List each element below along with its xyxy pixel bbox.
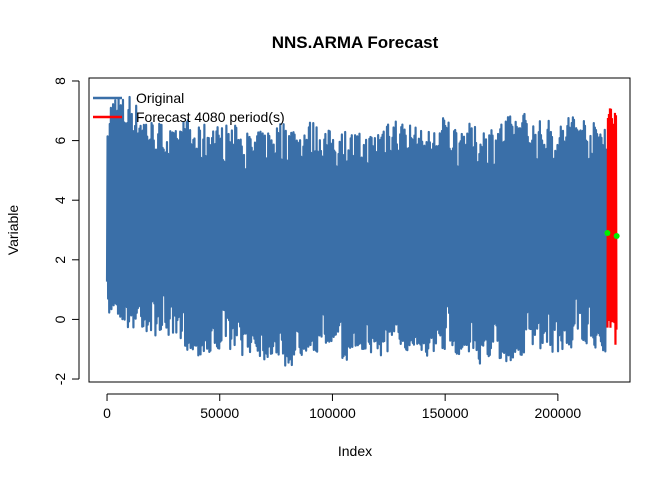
y-tick-label: 0 bbox=[52, 315, 68, 323]
y-axis: -2 0 2 4 6 8 bbox=[52, 77, 80, 386]
x-axis: 0 50000 100000 150000 200000 bbox=[103, 393, 582, 421]
legend-original-label: Original bbox=[136, 90, 184, 106]
x-axis-label: Index bbox=[338, 443, 372, 459]
y-tick-label: 4 bbox=[52, 196, 68, 204]
x-tick-label: 100000 bbox=[309, 405, 356, 421]
y-tick-label: 8 bbox=[52, 77, 68, 85]
forecast-markers bbox=[604, 229, 620, 239]
forecast-series bbox=[606, 108, 618, 345]
original-line bbox=[105, 95, 609, 367]
forecast-line bbox=[606, 108, 618, 345]
legend-forecast-label: Forecast 4080 period(s) bbox=[136, 109, 285, 125]
x-tick-label: 150000 bbox=[422, 405, 469, 421]
legend: Original Forecast 4080 period(s) bbox=[93, 90, 285, 125]
x-tick-label: 50000 bbox=[200, 405, 239, 421]
forecast-marker-1 bbox=[613, 232, 620, 239]
y-axis-label: Variable bbox=[5, 205, 21, 256]
x-tick-label: 200000 bbox=[535, 405, 582, 421]
y-tick-label: -2 bbox=[52, 373, 68, 386]
y-tick-label: 6 bbox=[52, 136, 68, 144]
plot-frame bbox=[88, 77, 631, 383]
chart-title: NNS.ARMA Forecast bbox=[272, 33, 439, 52]
forecast-marker-0 bbox=[604, 229, 611, 236]
original-series bbox=[105, 95, 609, 367]
x-tick-label: 0 bbox=[103, 405, 111, 421]
y-tick-label: 2 bbox=[52, 256, 68, 264]
